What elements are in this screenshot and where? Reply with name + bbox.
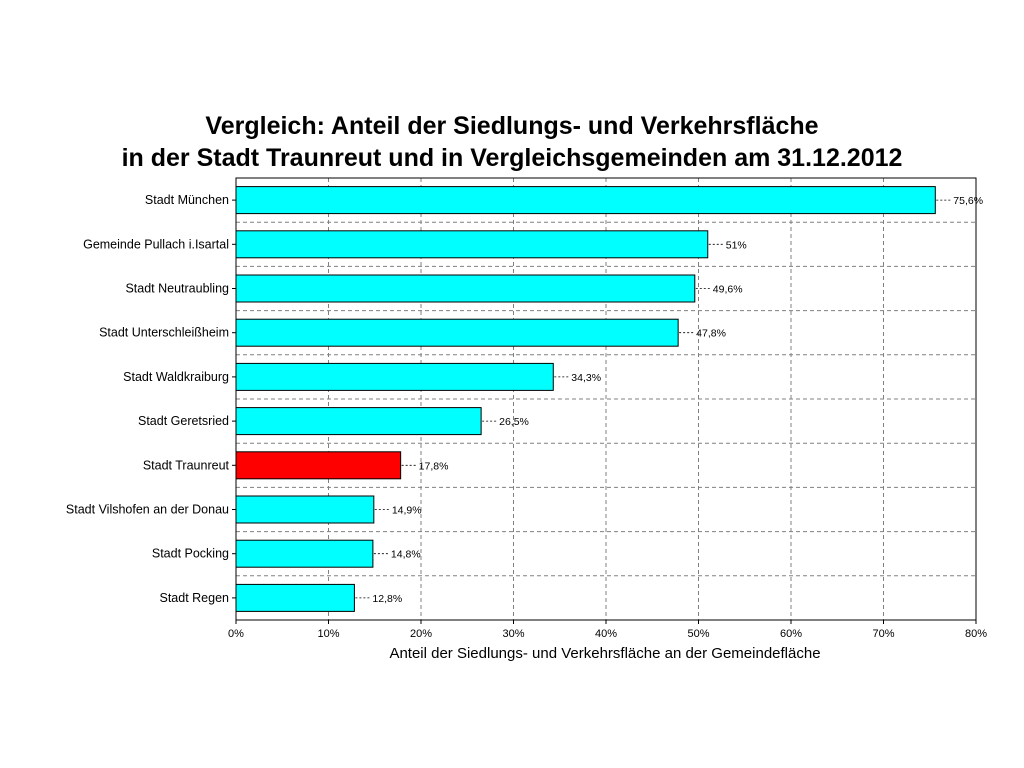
bar — [235, 186, 936, 215]
category-label: Stadt Regen — [160, 591, 230, 605]
chart-subtitle: in der Stadt Traunreut und in Vergleichs… — [122, 144, 903, 172]
bar — [235, 318, 679, 347]
bar — [235, 583, 355, 612]
bar — [235, 539, 374, 568]
x-tick-label: 80% — [965, 628, 987, 640]
value-label: 14,9% — [392, 505, 422, 517]
category-label: Stadt Vilshofen an der Donau — [66, 503, 229, 517]
category-label: Stadt Unterschleißheim — [99, 326, 229, 340]
x-axis-ticks: 0% 10% 20% 30% 40% 50% 60% 70% 80% — [228, 620, 987, 640]
bar — [235, 230, 709, 259]
value-label: 14,8% — [391, 549, 421, 561]
value-label: 49,6% — [713, 284, 743, 296]
x-tick-label: 20% — [410, 628, 432, 640]
category-label: Stadt Pocking — [152, 547, 229, 561]
chart-title: Vergleich: Anteil der Siedlungs- und Ver… — [205, 112, 818, 140]
category-labels: Stadt München Gemeinde Pullach i.Isartal S… — [66, 193, 236, 605]
value-label: 75,6% — [953, 195, 983, 207]
x-tick-label: 50% — [687, 628, 709, 640]
x-axis-label: Anteil der Siedlungs- und Verkehrsfläche… — [389, 645, 820, 662]
x-tick-label: 60% — [780, 628, 802, 640]
bar — [235, 495, 375, 524]
bars: 75,6% 51% 49,6% 47,8% 34,3% 26,5% 17,8% 14,9% 14… — [235, 186, 983, 612]
category-label: Stadt Waldkraiburg — [123, 370, 229, 384]
value-label: 51% — [726, 239, 747, 251]
value-label: 34,3% — [571, 372, 601, 384]
value-label: 26,5% — [499, 416, 529, 428]
category-label: Stadt München — [145, 193, 229, 207]
bar — [235, 451, 402, 480]
bar — [235, 274, 696, 303]
bar — [235, 362, 554, 391]
bar — [235, 407, 482, 436]
x-tick-label: 0% — [228, 628, 244, 640]
value-label: 12,8% — [372, 593, 402, 605]
value-label: 17,8% — [419, 460, 449, 472]
x-tick-label: 30% — [502, 628, 524, 640]
x-tick-label: 40% — [595, 628, 617, 640]
x-tick-label: 10% — [317, 628, 339, 640]
category-label: Stadt Traunreut — [143, 458, 230, 472]
value-label: 47,8% — [696, 328, 726, 340]
category-label: Stadt Neutraubling — [125, 282, 229, 296]
x-tick-label: 70% — [872, 628, 894, 640]
category-label: Gemeinde Pullach i.Isartal — [83, 237, 229, 251]
category-label: Stadt Geretsried — [138, 414, 229, 428]
